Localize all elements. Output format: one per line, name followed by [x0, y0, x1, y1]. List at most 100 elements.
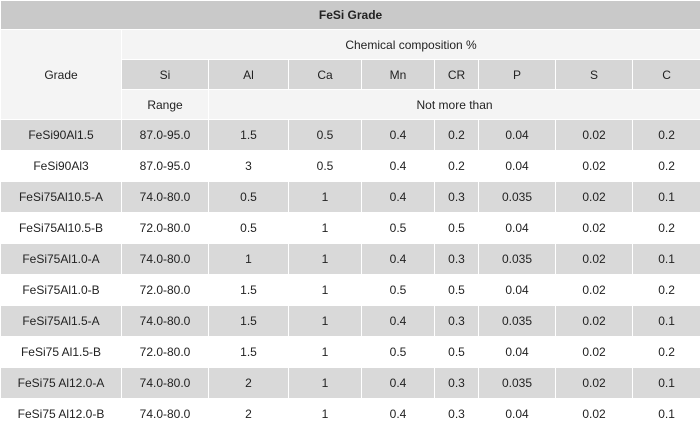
- value-cell-c: 0.2: [633, 275, 700, 306]
- value-cell-mn: 0.4: [362, 120, 435, 151]
- value-cell-al: 2: [209, 368, 289, 399]
- value-cell-s: 0.02: [556, 244, 633, 275]
- value-cell-ca: 1: [289, 368, 362, 399]
- value-cell-c: 0.2: [633, 213, 700, 244]
- range-label: Range: [122, 90, 209, 120]
- element-header-cr: CR: [435, 60, 479, 90]
- value-cell-ca: 1: [289, 337, 362, 368]
- value-cell-s: 0.02: [556, 182, 633, 213]
- value-cell-si: 74.0-80.0: [122, 306, 209, 337]
- element-header-al: Al: [209, 60, 289, 90]
- element-header-mn: Mn: [362, 60, 435, 90]
- value-cell-al: 1.5: [209, 120, 289, 151]
- value-cell-cr: 0.5: [435, 275, 479, 306]
- value-cell-c: 0.1: [633, 368, 700, 399]
- value-cell-cr: 0.3: [435, 399, 479, 430]
- value-cell-p: 0.04: [479, 213, 556, 244]
- value-cell-cr: 0.3: [435, 244, 479, 275]
- value-cell-mn: 0.5: [362, 337, 435, 368]
- value-cell-p: 0.04: [479, 120, 556, 151]
- value-cell-ca: 1: [289, 213, 362, 244]
- element-header-s: S: [556, 60, 633, 90]
- grade-cell: FeSi75 Al12.0-A: [1, 368, 122, 399]
- value-cell-mn: 0.5: [362, 213, 435, 244]
- value-cell-ca: 1: [289, 244, 362, 275]
- max-label: Not more than: [209, 90, 700, 120]
- value-cell-si: 74.0-80.0: [122, 244, 209, 275]
- value-cell-ca: 1: [289, 306, 362, 337]
- element-header-ca: Ca: [289, 60, 362, 90]
- value-cell-c: 0.2: [633, 120, 700, 151]
- value-cell-cr: 0.3: [435, 182, 479, 213]
- value-cell-s: 0.02: [556, 399, 633, 430]
- value-cell-mn: 0.4: [362, 368, 435, 399]
- value-cell-si: 72.0-80.0: [122, 275, 209, 306]
- value-cell-s: 0.02: [556, 368, 633, 399]
- value-cell-al: 0.5: [209, 213, 289, 244]
- value-cell-p: 0.04: [479, 399, 556, 430]
- value-cell-c: 0.1: [633, 306, 700, 337]
- value-cell-cr: 0.3: [435, 368, 479, 399]
- grade-cell: FeSi75Al10.5-B: [1, 213, 122, 244]
- element-header-si: Si: [122, 60, 209, 90]
- grade-cell: FeSi75Al1.0-A: [1, 244, 122, 275]
- value-cell-p: 0.04: [479, 337, 556, 368]
- value-cell-al: 3: [209, 151, 289, 182]
- value-cell-si: 74.0-80.0: [122, 368, 209, 399]
- value-cell-ca: 1: [289, 275, 362, 306]
- value-cell-s: 0.02: [556, 337, 633, 368]
- value-cell-cr: 0.2: [435, 151, 479, 182]
- value-cell-p: 0.04: [479, 151, 556, 182]
- value-cell-s: 0.02: [556, 151, 633, 182]
- grade-column-header: Grade: [1, 30, 122, 120]
- grade-cell: FeSi75Al1.5-A: [1, 306, 122, 337]
- composition-header: Chemical composition %: [122, 30, 700, 60]
- value-cell-mn: 0.4: [362, 244, 435, 275]
- element-header-p: P: [479, 60, 556, 90]
- table-title: FeSi Grade: [1, 1, 700, 30]
- value-cell-mn: 0.4: [362, 306, 435, 337]
- value-cell-si: 74.0-80.0: [122, 182, 209, 213]
- value-cell-cr: 0.2: [435, 120, 479, 151]
- value-cell-ca: 0.5: [289, 151, 362, 182]
- value-cell-s: 0.02: [556, 275, 633, 306]
- value-cell-c: 0.1: [633, 182, 700, 213]
- value-cell-c: 0.2: [633, 151, 700, 182]
- value-cell-si: 87.0-95.0: [122, 151, 209, 182]
- value-cell-al: 1.5: [209, 337, 289, 368]
- value-cell-al: 1.5: [209, 275, 289, 306]
- value-cell-al: 1.5: [209, 306, 289, 337]
- value-cell-p: 0.035: [479, 306, 556, 337]
- value-cell-p: 0.035: [479, 182, 556, 213]
- value-cell-mn: 0.4: [362, 182, 435, 213]
- value-cell-p: 0.035: [479, 368, 556, 399]
- value-cell-si: 72.0-80.0: [122, 337, 209, 368]
- value-cell-si: 87.0-95.0: [122, 120, 209, 151]
- value-cell-ca: 1: [289, 399, 362, 430]
- value-cell-c: 0.1: [633, 399, 700, 430]
- grade-cell: FeSi75Al1.0-B: [1, 275, 122, 306]
- value-cell-ca: 0.5: [289, 120, 362, 151]
- value-cell-al: 2: [209, 399, 289, 430]
- value-cell-mn: 0.5: [362, 275, 435, 306]
- grade-cell: FeSi75Al10.5-A: [1, 182, 122, 213]
- value-cell-cr: 0.3: [435, 306, 479, 337]
- grade-cell: FeSi75 Al12.0-B: [1, 399, 122, 430]
- grade-cell: FeSi75 Al1.5-B: [1, 337, 122, 368]
- value-cell-si: 74.0-80.0: [122, 399, 209, 430]
- value-cell-c: 0.2: [633, 337, 700, 368]
- value-cell-s: 0.02: [556, 120, 633, 151]
- value-cell-cr: 0.5: [435, 337, 479, 368]
- grade-cell: FeSi90Al3: [1, 151, 122, 182]
- element-header-c: C: [633, 60, 700, 90]
- value-cell-si: 72.0-80.0: [122, 213, 209, 244]
